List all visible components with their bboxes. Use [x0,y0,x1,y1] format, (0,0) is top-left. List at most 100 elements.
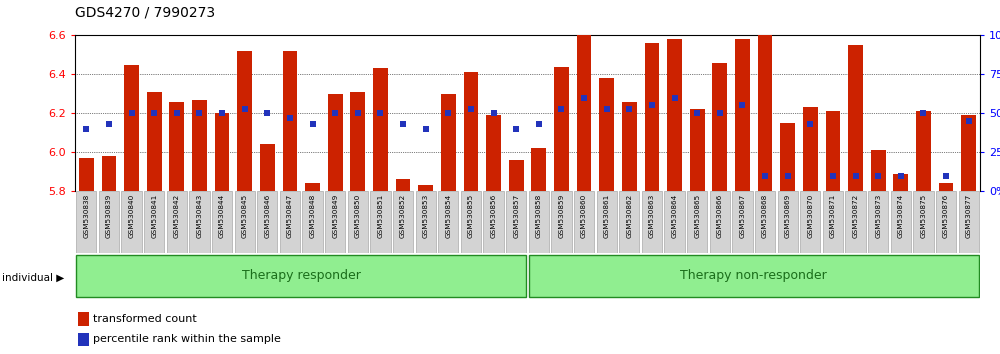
Bar [848,45,863,191]
Point [644,103,660,108]
Text: GSM530845: GSM530845 [242,194,248,238]
Bar [418,185,433,191]
Bar [916,111,931,191]
Text: GDS4270 / 7990273: GDS4270 / 7990273 [75,5,215,19]
Point [237,106,253,112]
Text: GSM530875: GSM530875 [920,194,926,238]
Point [825,173,841,178]
FancyBboxPatch shape [212,191,232,253]
Point [531,121,547,127]
Text: GSM530840: GSM530840 [129,194,135,238]
Text: GSM530873: GSM530873 [875,194,881,238]
Point [734,103,750,108]
Point [124,110,140,116]
Text: GSM530849: GSM530849 [332,194,338,238]
Point [893,173,909,178]
Bar [690,109,705,191]
Text: GSM530862: GSM530862 [626,194,632,238]
Point [214,110,230,116]
FancyBboxPatch shape [529,191,549,253]
Point [712,110,728,116]
Point [938,173,954,178]
FancyBboxPatch shape [959,191,979,253]
Text: GSM530859: GSM530859 [558,194,564,238]
Text: GSM530872: GSM530872 [853,194,859,238]
Point [870,173,886,178]
FancyBboxPatch shape [913,191,934,253]
Text: transformed count: transformed count [93,314,197,324]
Text: GSM530846: GSM530846 [264,194,270,238]
Point [961,118,977,124]
Bar [712,63,727,191]
Text: GSM530876: GSM530876 [943,194,949,238]
FancyBboxPatch shape [642,191,662,253]
Bar [78,333,88,346]
Bar [622,102,637,191]
Point [553,106,569,112]
Point [915,110,931,116]
FancyBboxPatch shape [506,191,526,253]
Text: GSM530852: GSM530852 [400,194,406,238]
Bar [215,113,229,191]
FancyBboxPatch shape [121,191,142,253]
Text: GSM530857: GSM530857 [513,194,519,238]
Point [621,106,637,112]
FancyBboxPatch shape [76,255,526,297]
Point [599,106,615,112]
Text: GSM530847: GSM530847 [287,194,293,238]
Bar [893,174,908,191]
Bar [102,156,116,191]
FancyBboxPatch shape [710,191,730,253]
Bar [871,150,886,191]
Text: GSM530867: GSM530867 [739,194,745,238]
FancyBboxPatch shape [891,191,911,253]
Point [146,110,162,116]
Point [418,126,434,132]
FancyBboxPatch shape [597,191,617,253]
Bar [826,111,840,191]
FancyBboxPatch shape [348,191,368,253]
Point [395,121,411,127]
Bar [350,92,365,191]
Text: GSM530851: GSM530851 [377,194,383,238]
Bar [803,107,818,191]
Point [576,95,592,101]
FancyBboxPatch shape [574,191,594,253]
Point [463,106,479,112]
Point [191,110,207,116]
Bar [79,158,94,191]
Text: GSM530854: GSM530854 [445,194,451,238]
FancyBboxPatch shape [936,191,956,253]
Point [78,126,94,132]
Text: GSM530844: GSM530844 [219,194,225,238]
Point [667,95,683,101]
Text: GSM530860: GSM530860 [581,194,587,238]
Bar [667,39,682,191]
Text: GSM530848: GSM530848 [310,194,316,238]
FancyBboxPatch shape [755,191,775,253]
Bar [531,148,546,191]
Bar [373,68,388,191]
Point [350,110,366,116]
Bar [961,115,976,191]
Bar [283,51,297,191]
FancyBboxPatch shape [416,191,436,253]
Bar [260,144,275,191]
FancyBboxPatch shape [325,191,345,253]
Text: GSM530866: GSM530866 [717,194,723,238]
Text: GSM530864: GSM530864 [672,194,678,238]
Text: GSM530842: GSM530842 [174,194,180,238]
FancyBboxPatch shape [76,191,96,253]
FancyBboxPatch shape [280,191,300,253]
FancyBboxPatch shape [732,191,753,253]
Point [757,173,773,178]
Bar [486,115,501,191]
Text: GSM530868: GSM530868 [762,194,768,238]
Bar [78,312,88,326]
Point [259,110,275,116]
Point [372,110,388,116]
Bar [169,102,184,191]
Bar [554,67,569,191]
Point [101,121,117,127]
Text: GSM530839: GSM530839 [106,194,112,238]
